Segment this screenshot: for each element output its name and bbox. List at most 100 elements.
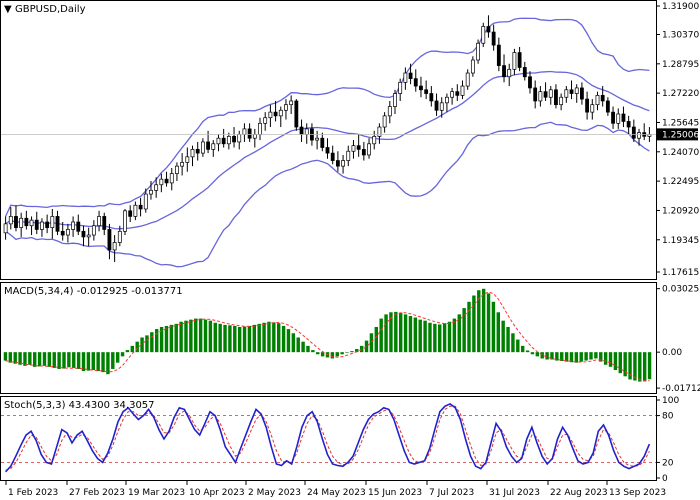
macd-histogram-bar [37,352,42,367]
candle [356,134,361,157]
candle [200,138,205,157]
candle-body [185,156,190,163]
candle [445,93,449,113]
macd-histogram-bar [62,352,66,369]
candle-body [320,137,325,148]
candle [382,112,387,133]
macd-histogram-bar [364,340,369,353]
candle [45,214,50,234]
candle-body [460,85,465,96]
candle [330,145,335,165]
candle-body [190,149,195,158]
macd-histogram-bar [398,312,403,353]
candle [611,106,615,129]
macd-histogram-bar [642,352,647,382]
candle-body [180,162,185,167]
candle-body [34,219,39,230]
stoch-signal-line [5,405,650,471]
candle [585,91,590,120]
macd-histogram-bar [174,323,178,353]
macd-histogram-bar [316,352,320,355]
macd-histogram-bar [477,290,481,353]
candle [470,56,475,77]
date-axis-label: 31 Jul 2023 [489,488,540,498]
candle [320,132,325,152]
candle-body [491,31,496,46]
macd-histogram-bar [633,352,637,381]
macd-histogram-bar [530,352,535,355]
macd-histogram-bar [111,352,115,369]
candle-body [341,160,345,167]
candle-body [81,230,86,238]
candle-body [200,141,205,154]
candle [476,39,480,64]
price-pane-frame [0,0,657,280]
macd-histogram-bar [623,352,627,377]
candle-body [621,113,626,122]
macd-histogram-bar [374,326,379,353]
candle [450,87,455,105]
date-axis-label: 10 Apr 2023 [189,488,245,498]
candle [626,115,631,135]
candle-body [133,204,138,217]
candle-body [585,98,590,113]
stoch-pane-frame [0,396,657,481]
candle-body [611,111,615,124]
macd-histogram-bar [403,314,408,353]
candle-body [476,42,480,61]
macd-histogram-bar [189,319,193,353]
candle [621,106,626,128]
candle-body [590,104,595,113]
macd-histogram-bar [564,352,569,362]
macd-histogram-bar [72,352,76,368]
candle-body [268,111,273,119]
candle [595,91,600,111]
candle-body [252,134,257,139]
candle-body [382,115,387,128]
macd-histogram-bar [150,332,154,353]
candle-body [55,216,60,232]
candle [289,95,294,115]
candle [211,140,216,157]
candle-body [50,216,55,228]
macd-histogram-bar [638,352,642,382]
candle-body [14,216,18,228]
macd-histogram-bar [28,352,32,365]
candle-body [86,234,91,238]
candle [335,151,340,172]
candle [86,227,91,247]
macd-histogram-bar [115,352,120,363]
macd-histogram-bar [516,339,520,353]
candle [76,214,81,236]
macd-histogram-bar [135,341,139,353]
candle [138,197,143,217]
candle-body [372,135,377,145]
candle-body [97,216,101,227]
macd-histogram-bar [23,352,27,366]
candle-body [637,132,641,139]
macd-histogram-bar [194,318,198,353]
candle [29,216,34,236]
macd-signal-line [5,291,650,382]
candle [351,140,356,159]
candle-body [221,137,226,145]
date-axis-label: 7 Jul 2023 [429,488,474,498]
macd-histogram-bar [301,341,305,353]
macd-histogram-bar [286,329,291,353]
candle [195,141,200,161]
candle [315,130,320,150]
macd-histogram-bar [418,319,422,353]
candle-body [299,126,304,135]
candle-body [367,143,371,156]
date-axis-label: 24 May 2023 [307,488,366,498]
macd-histogram-bar [237,326,242,353]
candle-body [434,100,439,111]
date-axis-label: 13 Sep 2023 [609,488,666,498]
macd-histogram-bar [550,352,554,360]
macd-histogram-bar [120,352,125,357]
candle-body [242,128,247,135]
candle [574,84,579,103]
candle-body [361,149,366,156]
candle [559,93,564,111]
bollinger-upper-band [5,17,650,217]
